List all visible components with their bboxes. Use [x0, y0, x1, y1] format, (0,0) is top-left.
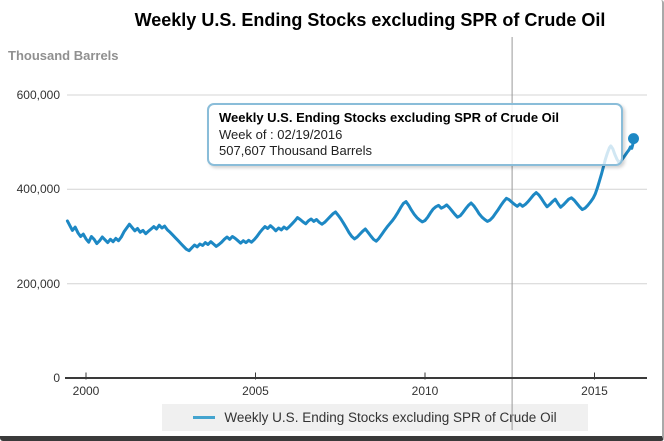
legend[interactable]: Weekly U.S. Ending Stocks excluding SPR … [162, 404, 588, 431]
legend-line-icon [193, 416, 216, 419]
y-tick-label: 0 [53, 371, 60, 385]
y-tick-label: 400,000 [16, 182, 60, 197]
y-axis-unit-label: Thousand Barrels [8, 48, 119, 63]
y-tick-label: 200,000 [16, 276, 60, 291]
highlighted-data-point[interactable] [628, 133, 639, 145]
x-tick-label: 2015 [581, 384, 608, 398]
tooltip: Weekly U.S. Ending Stocks excluding SPR … [207, 103, 623, 166]
x-tick-label: 2000 [72, 384, 100, 398]
x-tick-label: 2005 [242, 384, 269, 398]
series-line [65, 137, 635, 253]
legend-label: Weekly U.S. Ending Stocks excluding SPR … [224, 410, 557, 425]
x-tick-label: 2010 [411, 384, 439, 398]
tooltip-title: Weekly U.S. Ending Stocks excluding SPR … [219, 110, 559, 125]
tooltip-week: Week of : 02/19/2016 [219, 126, 343, 142]
chart-title: Weekly U.S. Ending Stocks excluding SPR … [134, 10, 606, 30]
tooltip-value: 507,607 Thousand Barrels [219, 143, 372, 158]
y-tick-label: 600,000 [16, 88, 60, 102]
